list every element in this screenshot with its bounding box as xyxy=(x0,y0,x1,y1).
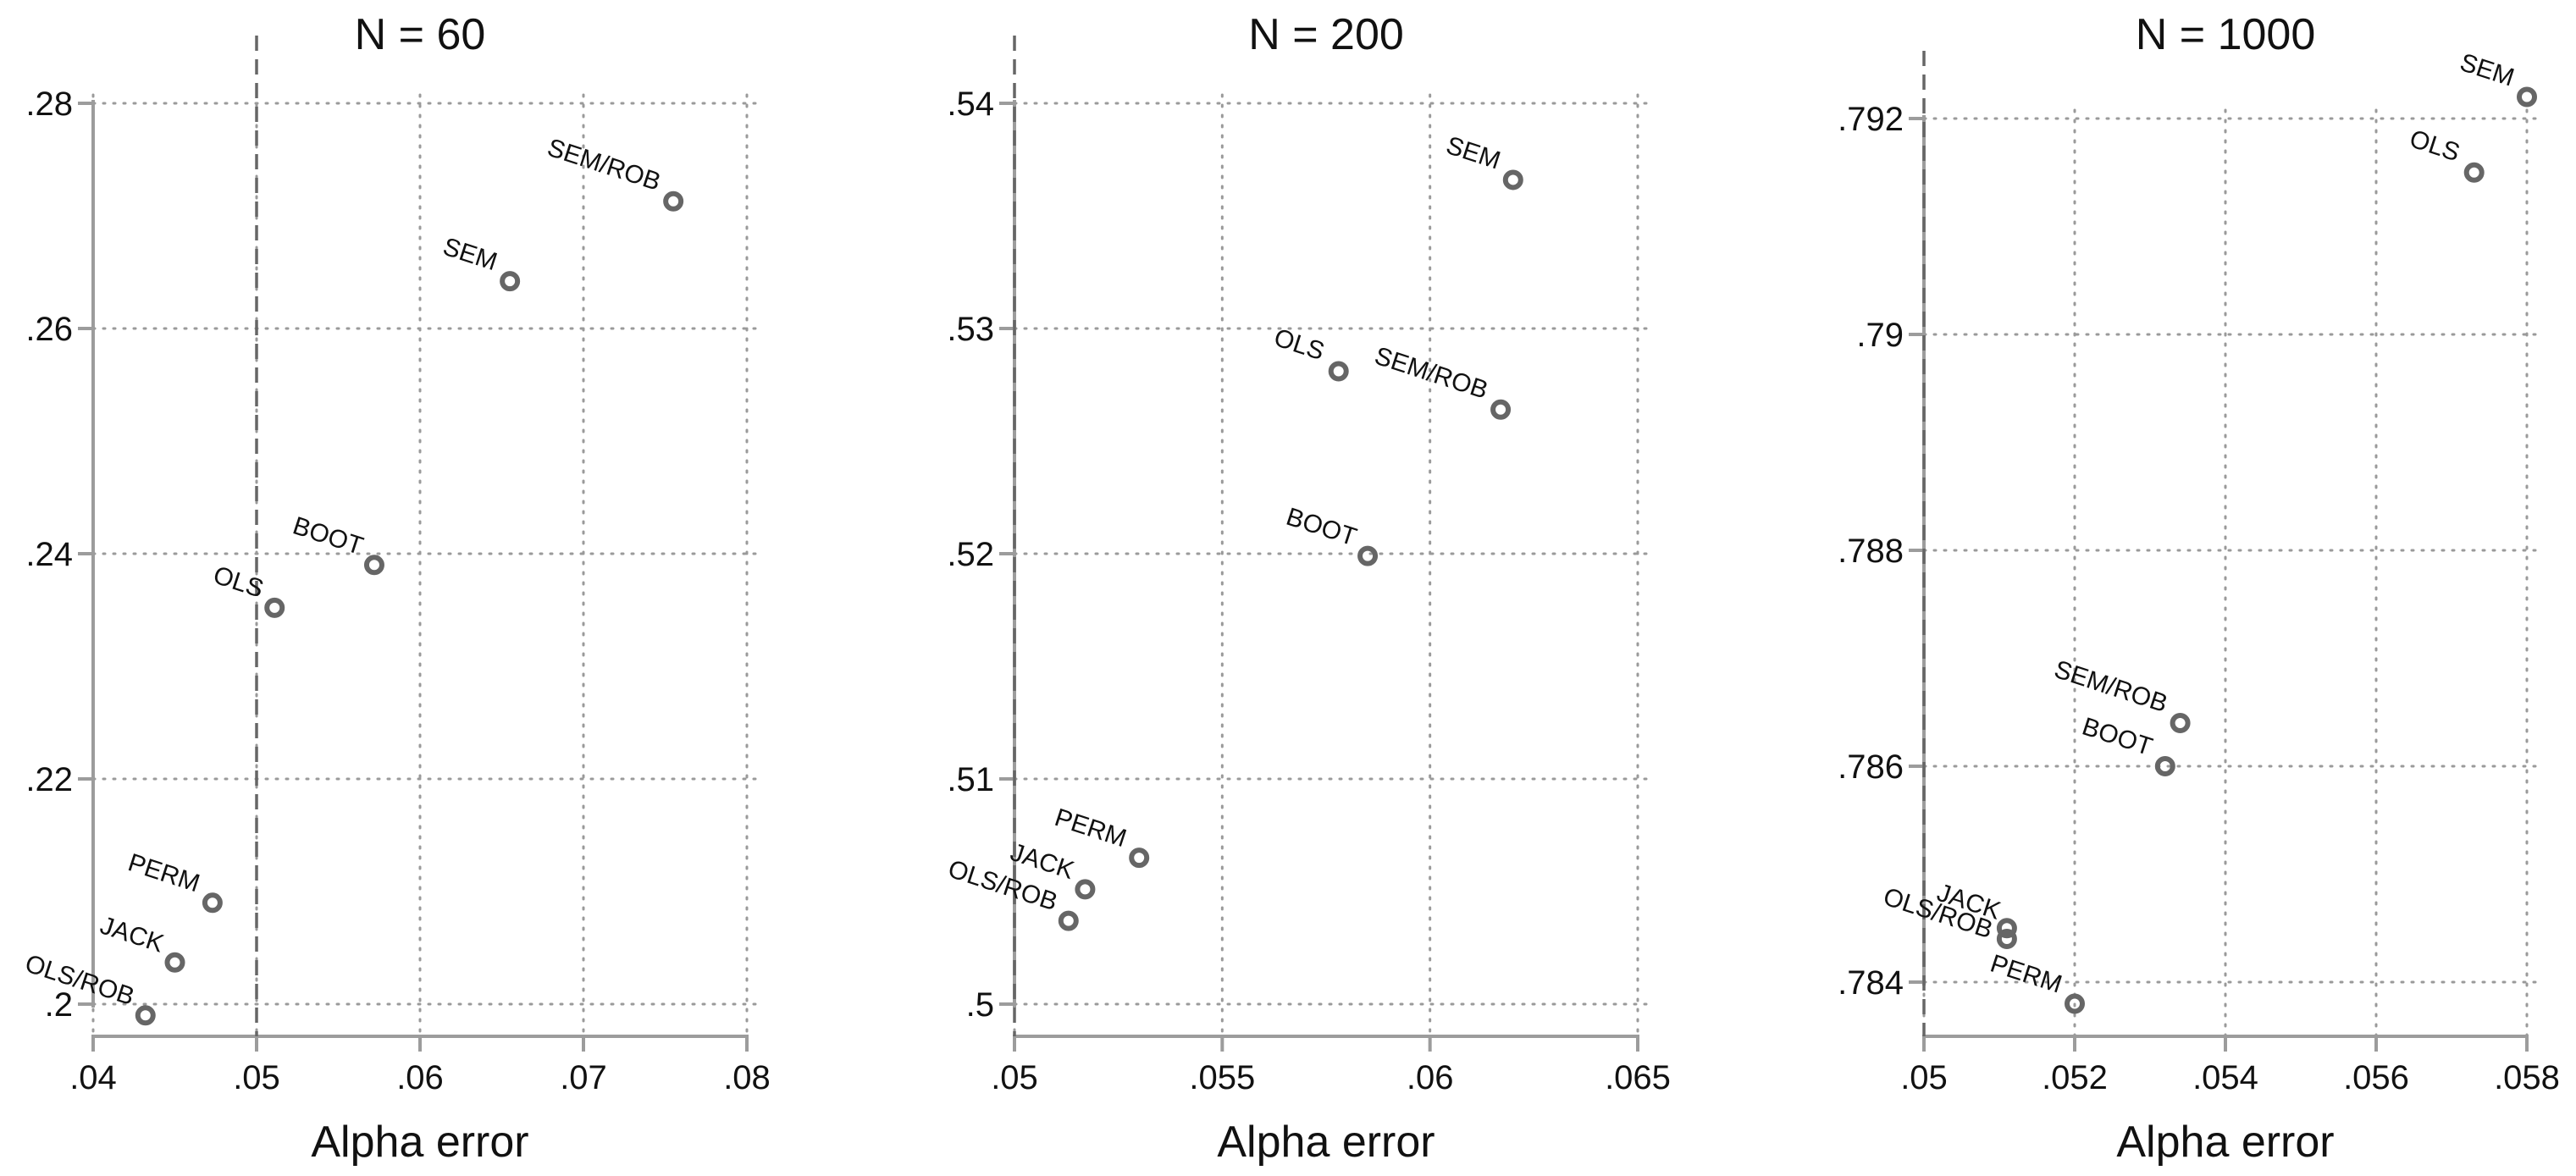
x-tick-label: .07 xyxy=(560,1059,607,1096)
panel-n-200: N = 200 Alpha error .5 .51 .52 .53 .54 .05 .05… xyxy=(945,10,1671,1167)
point-label: BOOT xyxy=(1283,503,1360,552)
point-label: SEM xyxy=(2457,48,2518,91)
x-axis-label: Alpha error xyxy=(1217,1118,1434,1167)
x-tick-label: .05 xyxy=(233,1059,280,1096)
data-point xyxy=(2517,86,2537,108)
data-point xyxy=(1996,929,2017,949)
y-tick-label: .792 xyxy=(1838,101,1904,138)
point-label: SEM/ROB xyxy=(2051,655,2171,718)
point-label: OLS xyxy=(1270,323,1327,366)
x-tick-label: .05 xyxy=(1900,1059,1948,1096)
data-point xyxy=(1328,361,1349,382)
point-label: BOOT xyxy=(2079,712,2156,761)
data-point xyxy=(1490,399,1512,420)
point-label: SEM/ROB xyxy=(544,134,664,196)
y-tick-label: .24 xyxy=(25,536,73,573)
y-tick-label: .786 xyxy=(1838,748,1904,786)
panel-n-60: N = 60 Alpha error .2 .22 .24 .26 .28 .04 .05.… xyxy=(22,10,771,1167)
point-label: OLS/ROB xyxy=(22,949,138,1011)
data-point xyxy=(663,190,684,212)
x-tick-label: .055 xyxy=(1189,1059,1255,1096)
y-tick-label: .54 xyxy=(947,86,994,123)
point-label: PERM xyxy=(1052,803,1130,853)
x-tick-label: .06 xyxy=(396,1059,444,1096)
grid xyxy=(1013,93,1648,1038)
x-tick-label: .08 xyxy=(723,1059,771,1096)
data-point xyxy=(164,952,185,973)
data-point xyxy=(264,597,285,618)
data-point xyxy=(1996,918,2017,939)
y-tick-label: .53 xyxy=(947,311,994,348)
y-tick-label: .51 xyxy=(947,761,994,798)
y-tick-label: .2 xyxy=(45,986,73,1024)
data-point xyxy=(1129,847,1150,869)
x-tick-label: .052 xyxy=(2042,1059,2108,1096)
y-tick-label: .26 xyxy=(25,311,73,348)
x-tick-label: .056 xyxy=(2343,1059,2409,1096)
data-point xyxy=(1357,545,1379,566)
x-tick-label: .058 xyxy=(2494,1059,2560,1096)
point-label: OLS xyxy=(2406,124,2463,167)
x-axis-label: Alpha error xyxy=(311,1118,528,1167)
x-tick-label: .04 xyxy=(69,1059,117,1096)
y-tick-label: .79 xyxy=(1856,317,1904,354)
chart-title: N = 60 xyxy=(355,10,486,59)
data-point xyxy=(2065,993,2085,1014)
y-tick-label: .52 xyxy=(947,536,994,573)
data-point xyxy=(2463,162,2485,183)
point-label: JACK xyxy=(97,911,167,958)
data-point xyxy=(202,892,223,914)
data-point xyxy=(1075,879,1096,900)
chart-title: N = 200 xyxy=(1248,10,1404,59)
data-point xyxy=(2154,756,2175,776)
x-tick-label: .06 xyxy=(1407,1059,1454,1096)
point-label: PERM xyxy=(1987,949,2065,998)
x-axis-label: Alpha error xyxy=(2116,1118,2334,1167)
point-label: OLS xyxy=(210,561,267,604)
grid xyxy=(1922,108,2537,1038)
x-tick-label: .05 xyxy=(991,1059,1038,1096)
panel-n-1000: N = 1000 Alpha error .784 .786 .788 .79 .792… xyxy=(1838,10,2560,1167)
data-point xyxy=(2170,713,2191,733)
point-label: SEM xyxy=(1443,131,1504,174)
point-label: SEM/ROB xyxy=(1371,342,1491,405)
y-tick-label: .788 xyxy=(1838,533,1904,570)
data-point xyxy=(135,1005,156,1026)
y-tick-label: .5 xyxy=(966,986,994,1024)
x-tick-label: .054 xyxy=(2192,1059,2258,1096)
x-tick-label: .065 xyxy=(1605,1059,1671,1096)
point-label: SEM xyxy=(439,233,500,276)
data-point xyxy=(1058,910,1079,931)
y-tick-label: .22 xyxy=(25,761,73,798)
chart-title: N = 1000 xyxy=(2136,10,2316,59)
y-tick-label: .28 xyxy=(25,86,73,123)
data-point xyxy=(500,271,521,292)
point-label: PERM xyxy=(124,848,203,897)
data-point xyxy=(1502,169,1523,190)
y-tick-label: .784 xyxy=(1838,964,1904,1002)
data-point xyxy=(363,555,384,576)
